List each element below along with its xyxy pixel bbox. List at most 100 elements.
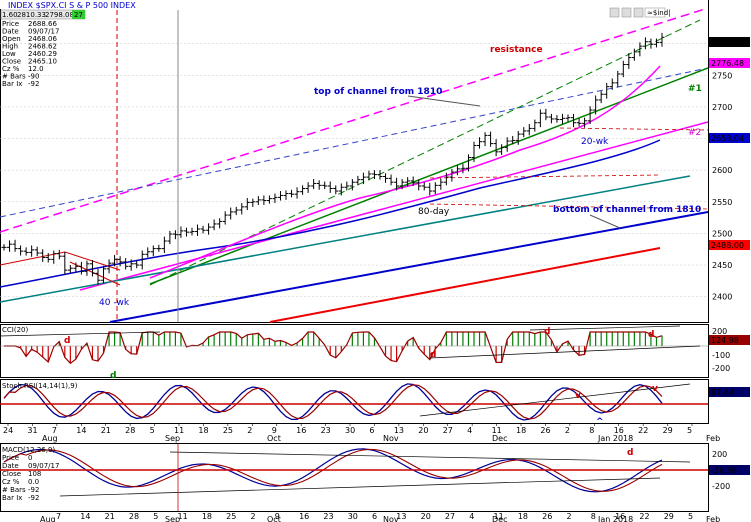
top-right-label[interactable]: ≈$ind|: [647, 9, 671, 17]
price-bar: [620, 60, 626, 78]
x-tick-label-lower: 2: [566, 512, 571, 521]
price-bar: [195, 224, 201, 236]
main-panel-frame: [0, 0, 709, 323]
macd-line: [3, 448, 663, 493]
macd-panel-frame: [0, 443, 709, 512]
price-bar: [67, 265, 73, 274]
cci-trend-1: [429, 345, 701, 359]
price-bar: [327, 181, 333, 193]
cci-mark-2: d: [110, 371, 116, 381]
price-bar: [465, 154, 471, 172]
price-bar: [106, 259, 112, 274]
price-bar: [322, 181, 328, 190]
price-bar: [604, 82, 610, 99]
price-bar: [178, 226, 184, 238]
x-tick-label: 22: [638, 426, 648, 435]
stoch-mark-2: v: [652, 384, 658, 394]
x-tick-label-lower: 4: [469, 512, 474, 521]
cci-mark-5: d: [648, 330, 654, 340]
price-bar: [515, 130, 521, 145]
macd-panel-title: MACD(12,26,9): [2, 446, 55, 454]
price-box-value: 2776.48: [711, 59, 744, 68]
info-value: 2460.29: [28, 50, 57, 58]
month-label-lower: Dec: [492, 515, 507, 522]
price-bar: [521, 127, 527, 138]
top-right-icon-3[interactable]: [633, 7, 644, 18]
price-bar: [344, 181, 350, 191]
x-tick-label: 27: [443, 426, 453, 435]
price-bar: [416, 179, 422, 191]
quote-badge-bg: [72, 10, 85, 19]
macd-info-value: 0: [28, 454, 32, 462]
x-tick-label: 21: [101, 426, 111, 435]
price-bar: [559, 113, 565, 124]
price-bar: [134, 260, 140, 269]
macd-info-value: 0.0: [28, 478, 39, 486]
x-tick-label: 2: [565, 426, 570, 435]
price-bar: [399, 179, 405, 190]
macd-info-label: Bar Ix: [2, 494, 22, 502]
annotation-line-1: #1: [688, 84, 702, 94]
magenta-ma-line: [149, 65, 661, 279]
price-bar: [510, 136, 516, 145]
macd-ytick-2: -200: [712, 482, 730, 491]
interval-label[interactable]: 1.60: [2, 11, 18, 19]
cci-mark-1: d: [64, 336, 70, 346]
stoch-value-box-bg: [709, 387, 750, 397]
x-tick-label: 9: [272, 426, 277, 435]
month-label: Oct: [267, 434, 281, 443]
price-bar: [222, 211, 228, 225]
price-bar: [34, 246, 40, 257]
macd-value-box-bg: [709, 465, 750, 475]
price-bar: [438, 178, 444, 190]
price-bar: [172, 230, 178, 240]
price-bar: [355, 175, 361, 186]
price-bar: [117, 256, 123, 267]
x-tick-label-lower: 29: [664, 512, 674, 521]
x-tick-label-lower: 27: [445, 512, 455, 521]
x-tick-label-lower: 14: [80, 512, 90, 521]
x-tick-label-lower: 11: [494, 512, 504, 521]
x-tick-label: 14: [76, 426, 86, 435]
price-bar: [582, 117, 588, 128]
price-bar: [421, 182, 427, 191]
price-bar: [233, 206, 239, 216]
x-tick-label: 25: [223, 426, 233, 435]
month-label: Jan 2018: [597, 434, 633, 443]
quote-1: 2810.33: [17, 11, 46, 19]
price-bar: [653, 38, 659, 48]
price-bar: [338, 183, 344, 196]
price-bar: [161, 236, 167, 254]
cci-value-box-bg: [709, 335, 750, 345]
x-tick-label-lower: 23: [323, 512, 333, 521]
info-value: 2468.06: [28, 35, 57, 43]
price-bar: [78, 261, 84, 275]
macd-info-label: Date: [2, 462, 19, 470]
x-tick-label-lower: 21: [105, 512, 115, 521]
price-bar: [112, 254, 118, 267]
macd-info-label: Price: [2, 454, 19, 462]
top-right-icon[interactable]: [609, 7, 620, 18]
price-bar: [40, 249, 46, 262]
x-tick-label: 31: [27, 426, 37, 435]
price-bar: [84, 260, 90, 276]
x-tick-label-lower: 18: [518, 512, 528, 521]
x-tick-label-lower: 5: [688, 512, 693, 521]
macd-info-value: -92: [28, 494, 39, 502]
x-tick-label-lower: 18: [202, 512, 212, 521]
top-right-box[interactable]: [644, 7, 666, 18]
info-label: Low: [2, 50, 16, 58]
price-bar: [504, 137, 510, 152]
x-tick-label-lower: 22: [639, 512, 649, 521]
price-bar: [200, 225, 206, 234]
price-bar: [388, 174, 394, 186]
price-bar: [206, 223, 212, 235]
price-bar: [482, 132, 488, 147]
price-bar: [18, 245, 24, 256]
price-bar: [183, 227, 189, 237]
price-bar: [23, 247, 29, 256]
top-right-icon-2[interactable]: [621, 7, 632, 18]
info-value: -92: [28, 80, 39, 88]
macd-info-value: 108: [28, 470, 41, 478]
y-tick-2500: 2500: [712, 229, 732, 238]
